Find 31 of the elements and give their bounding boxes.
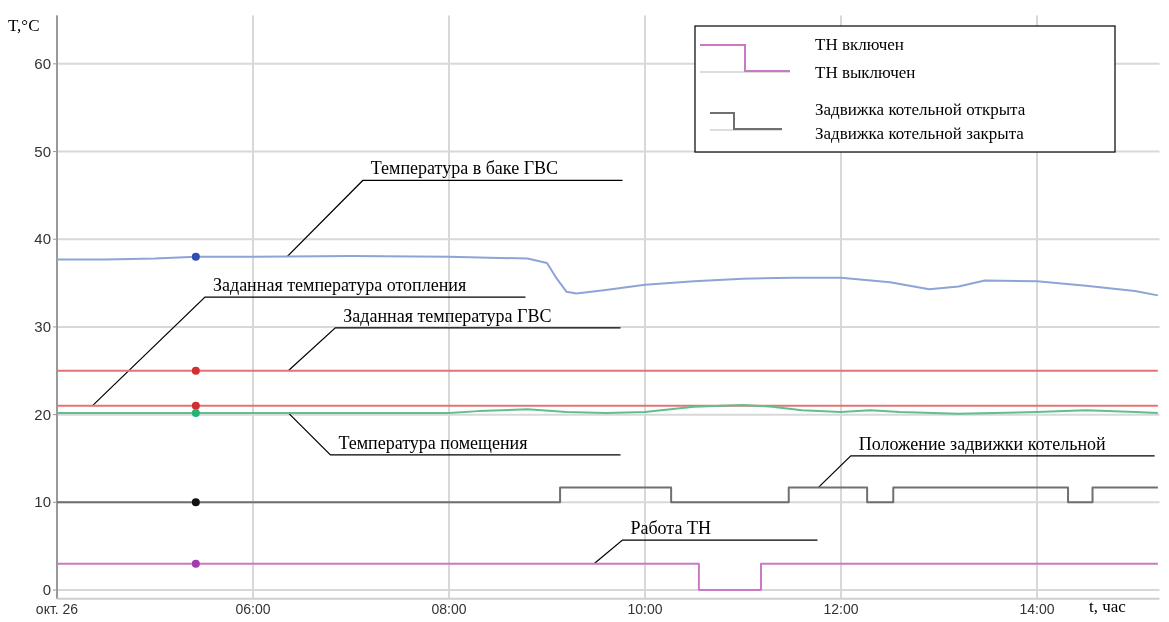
- x-tick-label: 10:00: [627, 601, 663, 617]
- y-tick-label: 0: [42, 581, 51, 599]
- y-tick-label: 10: [34, 493, 51, 511]
- series-label: Положение задвижки котельной: [858, 433, 1107, 454]
- y-tick-label: 30: [34, 317, 51, 335]
- y-axis-title: T,°C: [8, 16, 40, 35]
- y-tick-label: 60: [34, 54, 51, 72]
- point: [191, 366, 200, 375]
- annotation: ТН выключен: [815, 63, 916, 82]
- annotation: ТН включен: [815, 35, 904, 54]
- series-label: Работа ТН: [630, 518, 711, 539]
- x-tick-label: 08:00: [431, 601, 467, 617]
- text: Заданная температура ГВС: [343, 305, 552, 326]
- text: Температура в баке ГВС: [370, 158, 559, 179]
- series-label: Температура помещения: [338, 432, 528, 453]
- point: [191, 498, 200, 507]
- point: [191, 252, 200, 261]
- x-tick-label: 06:00: [235, 601, 271, 617]
- y-tick-label: 50: [34, 142, 51, 160]
- y-tick-label: 40: [34, 230, 51, 248]
- text: Заданная температура отопления: [212, 275, 467, 296]
- point: [191, 559, 200, 568]
- x-tick-label: 14:00: [1019, 601, 1055, 617]
- x-axis-title: t, час: [1089, 597, 1127, 616]
- y-tick-label: 20: [34, 405, 51, 423]
- annotation: Задвижка котельной закрыта: [815, 124, 1025, 143]
- annotation: Задвижка котельной открыта: [815, 100, 1026, 119]
- x-tick-label: окт. 26: [35, 601, 79, 617]
- x-tick-label: 12:00: [823, 601, 859, 617]
- point: [191, 408, 200, 417]
- point: [191, 401, 200, 410]
